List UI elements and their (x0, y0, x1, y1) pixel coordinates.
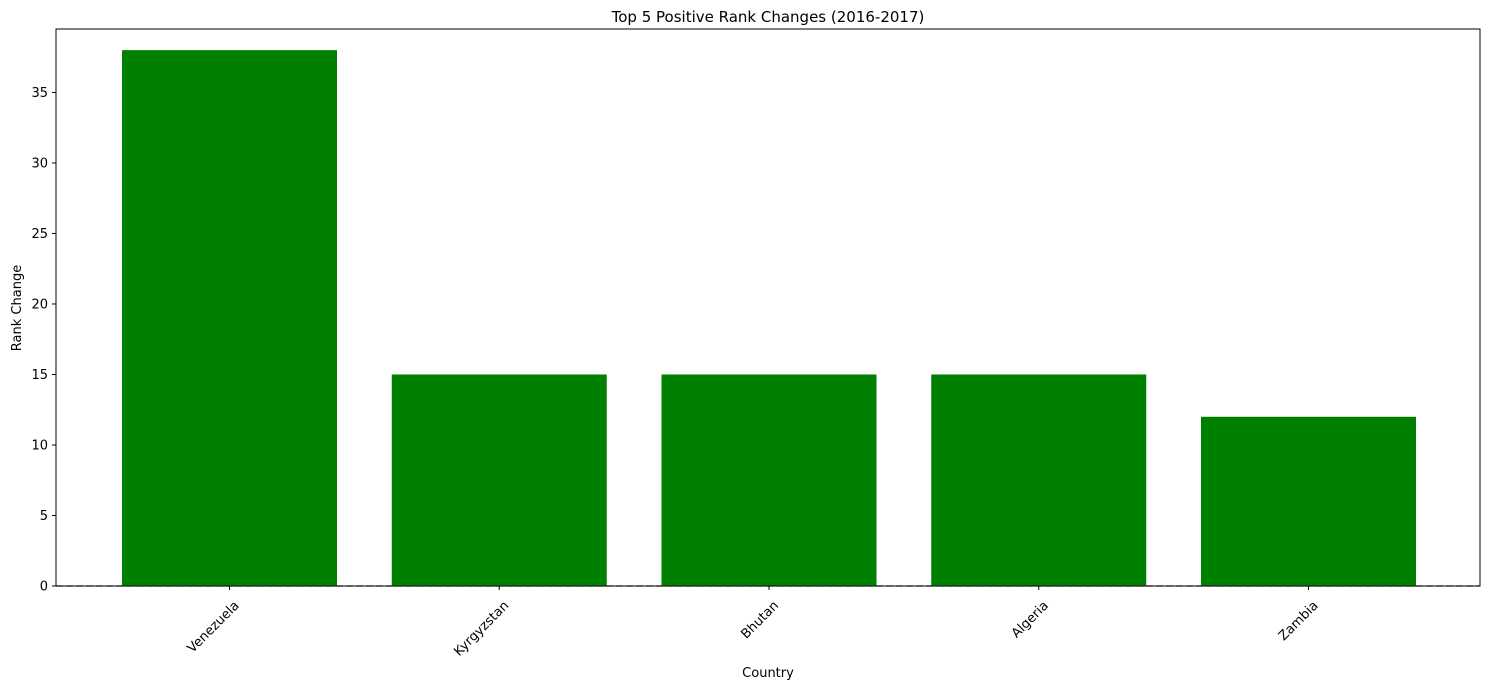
plot-frame (55, 28, 1481, 587)
x-axis-label: Country (742, 666, 794, 681)
y-tick-label: 35 (31, 86, 48, 101)
y-tick-label: 10 (31, 438, 48, 453)
y-tick-label: 25 (31, 227, 48, 242)
y-tick-label: 20 (31, 297, 48, 312)
y-tick-label: 5 (40, 509, 48, 524)
bar-bhutan (661, 374, 877, 586)
x-tick-label: Kyrgyzstan (451, 598, 512, 659)
y-tick-label: 0 (40, 580, 48, 595)
bar-algeria (931, 374, 1147, 586)
bar-kyrgyzstan (391, 374, 607, 586)
y-tick-label: 15 (31, 368, 48, 383)
y-axis-label: Rank Change (10, 265, 25, 351)
bar-venezuela (122, 50, 337, 586)
bar-zambia (1201, 416, 1416, 586)
x-tick-label: Zambia (1276, 598, 1322, 644)
y-tick-label: 30 (31, 156, 48, 171)
x-tick-label: Algeria (1009, 598, 1052, 641)
x-tick-label: Venezuela (185, 598, 243, 656)
chart-title: Top 5 Positive Rank Changes (2016-2017) (611, 8, 925, 26)
x-tick-label: Bhutan (738, 598, 782, 642)
